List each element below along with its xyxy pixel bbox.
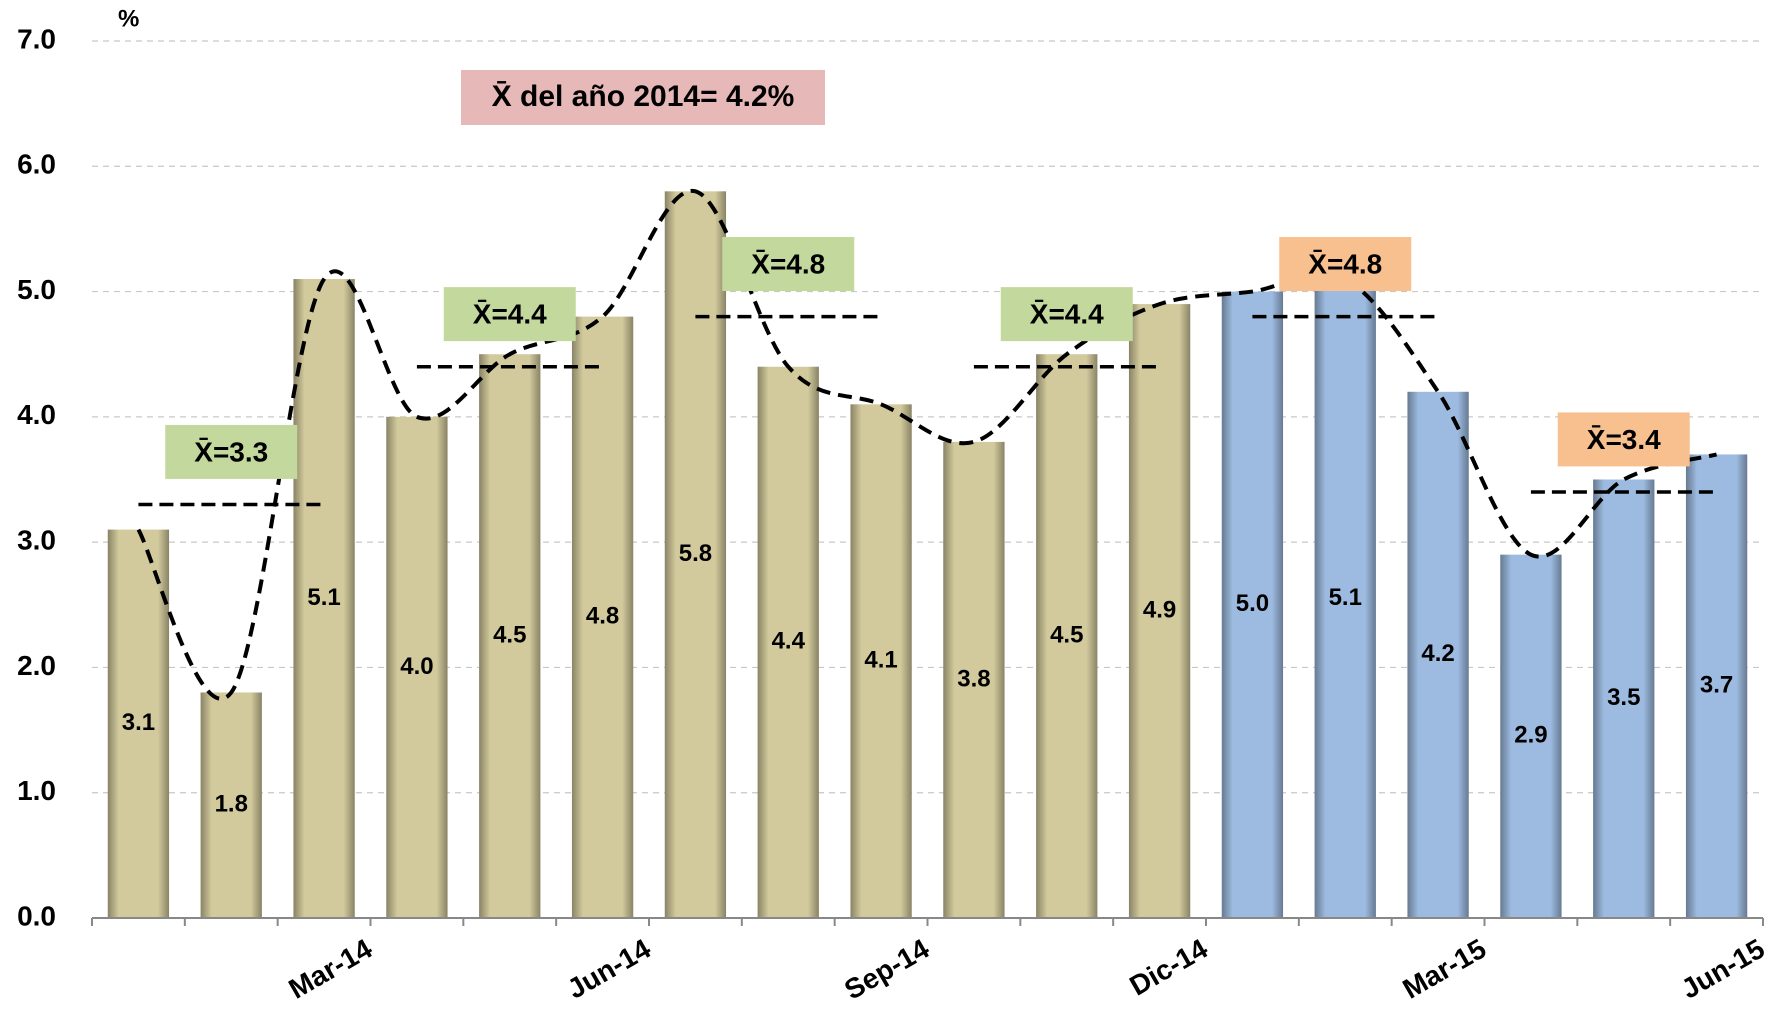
bar-shade xyxy=(664,191,727,919)
value-label: 4.5 xyxy=(1050,621,1083,648)
bar-shade xyxy=(1036,354,1098,918)
value-label: 3.8 xyxy=(957,665,990,692)
x-tick-label: Jun-15 xyxy=(1676,933,1770,1005)
x-tick-label: Mar-15 xyxy=(1398,933,1492,1005)
value-label: 1.8 xyxy=(215,791,248,818)
bar-shade xyxy=(850,404,912,918)
y-unit-label: % xyxy=(118,5,139,32)
y-tick-label: 3.0 xyxy=(17,525,56,556)
bar-shade xyxy=(1128,304,1191,919)
trend-line xyxy=(136,189,1718,701)
value-label: 4.2 xyxy=(1421,640,1454,667)
bar-shade xyxy=(1685,454,1748,918)
bar-shade xyxy=(200,692,262,918)
value-label: 4.1 xyxy=(864,647,897,674)
value-label: 4.4 xyxy=(772,628,806,655)
value-label: 5.0 xyxy=(1236,590,1269,617)
value-label: 4.8 xyxy=(586,603,619,630)
value-label: 3.1 xyxy=(122,709,155,736)
annotation: X̄ del año 2014= 4.2% xyxy=(492,80,795,113)
mean-label: X̄=3.3 xyxy=(194,436,268,467)
value-label: 5.1 xyxy=(1329,584,1362,611)
x-tick-label: Sep-14 xyxy=(839,933,934,1006)
y-tick-label: 5.0 xyxy=(17,274,56,305)
bar-shade xyxy=(757,366,819,918)
value-label: 4.5 xyxy=(493,621,526,648)
mean-label: X̄=4.8 xyxy=(751,248,825,279)
y-tick-label: 7.0 xyxy=(17,23,56,54)
mean-label: X̄=3.4 xyxy=(1587,424,1661,455)
value-label: 3.5 xyxy=(1607,684,1640,711)
bar-shade xyxy=(386,416,448,918)
mean-box xyxy=(1000,287,1133,342)
x-tick-label: Mar-14 xyxy=(284,933,378,1005)
mean-box xyxy=(1279,237,1412,292)
x-tick-label: Jun-14 xyxy=(562,933,656,1005)
value-label: 4.0 xyxy=(400,653,433,680)
x-tick-label: Dic-14 xyxy=(1124,933,1213,1002)
bar-shade xyxy=(1500,554,1562,918)
bar-shade xyxy=(293,279,355,918)
y-tick-label: 0.0 xyxy=(17,900,56,931)
bar-shade xyxy=(1593,479,1655,918)
mean-label: X̄=4.4 xyxy=(1030,299,1104,330)
bar-shade xyxy=(571,316,634,919)
mean-box xyxy=(165,424,298,479)
annotation-box xyxy=(461,70,825,125)
value-label: 2.9 xyxy=(1514,722,1547,749)
mean-box xyxy=(722,237,855,292)
bar-shade xyxy=(943,441,1005,918)
value-label: 5.8 xyxy=(679,540,712,567)
y-tick-label: 6.0 xyxy=(17,149,56,180)
bar-shade xyxy=(1407,391,1469,918)
value-label: 5.1 xyxy=(307,584,340,611)
bar-shade xyxy=(107,529,170,918)
mean-label: X̄=4.8 xyxy=(1308,248,1382,279)
value-label: 4.9 xyxy=(1143,596,1176,623)
mean-label: X̄=4.4 xyxy=(473,299,547,330)
y-tick-label: 2.0 xyxy=(17,650,56,681)
mean-box xyxy=(1557,412,1690,467)
mean-box xyxy=(443,287,576,342)
bar-shade xyxy=(1221,291,1284,919)
bar-shade xyxy=(1314,279,1376,918)
y-tick-label: 1.0 xyxy=(17,775,56,806)
value-label: 3.7 xyxy=(1700,672,1733,699)
y-tick-label: 4.0 xyxy=(17,399,56,430)
bar-shade xyxy=(479,354,541,918)
